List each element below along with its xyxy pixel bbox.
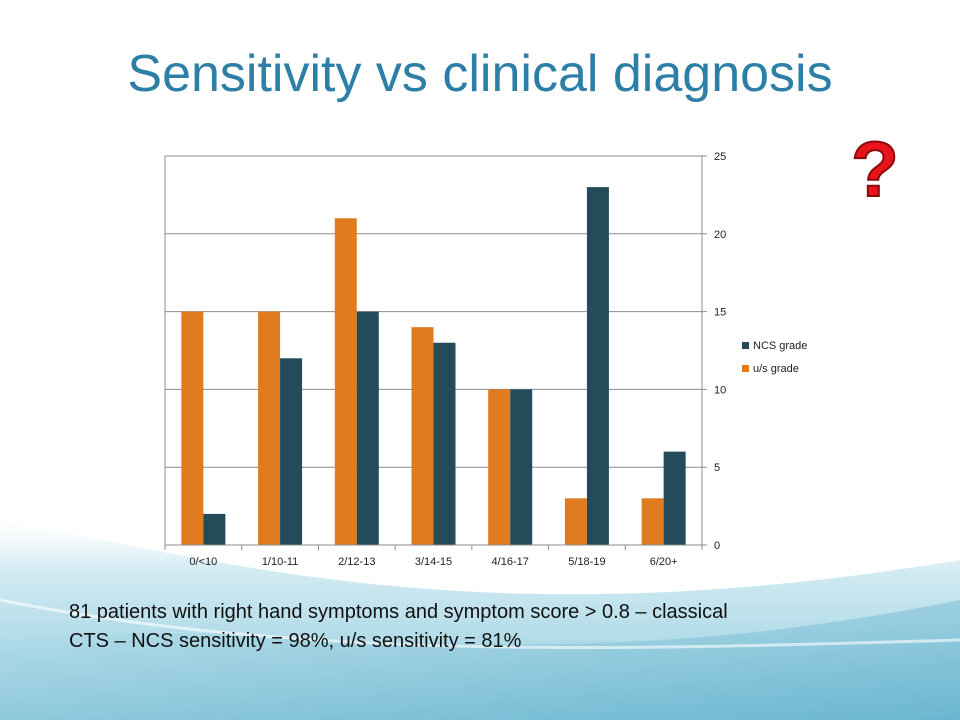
legend-label: u/s grade xyxy=(753,363,799,375)
bar-u-s-grade xyxy=(258,311,281,545)
bar-ncs-grade xyxy=(203,513,226,545)
x-tick-label: 3/14-15 xyxy=(415,556,452,568)
y-tick-label: 20 xyxy=(714,229,726,241)
bar-u-s-grade xyxy=(564,498,587,545)
question-mark-icon: ? xyxy=(850,130,900,210)
x-tick-label: 2/12-13 xyxy=(338,556,375,568)
legend-swatch xyxy=(742,342,749,349)
bar-ncs-grade xyxy=(356,311,379,545)
x-tick-label: 4/16-17 xyxy=(492,556,529,568)
y-tick-label: 5 xyxy=(714,462,720,474)
bar-ncs-grade xyxy=(663,451,686,545)
caption-line-2: CTS – NCS sensitivity = 98%, u/s sensiti… xyxy=(69,630,522,652)
y-tick-label: 15 xyxy=(714,307,726,319)
x-tick-label: 5/18-19 xyxy=(568,556,605,568)
bar-u-s-grade xyxy=(488,389,511,545)
caption: 81 patients with right hand symptoms and… xyxy=(69,598,909,656)
bar-ncs-grade xyxy=(510,389,533,545)
bar-u-s-grade xyxy=(411,327,434,545)
bar-ncs-grade xyxy=(433,342,456,545)
bar-ncs-grade xyxy=(586,187,609,545)
chart-axes xyxy=(164,155,707,550)
chart-tick-labels: 0 5 10 15 20 25 0/<10 1/10-11 2/12-13 3/14-15 4/16… xyxy=(189,151,726,568)
bar-u-s-grade xyxy=(641,498,664,545)
x-tick-label: 6/20+ xyxy=(650,556,678,568)
chart-legend: NCS grade u/s grade xyxy=(742,340,807,375)
bar-u-s-grade xyxy=(181,311,204,545)
y-tick-label: 10 xyxy=(714,384,726,396)
legend-label: NCS grade xyxy=(753,340,807,352)
y-tick-label: 25 xyxy=(714,151,726,163)
question-mark-glyph: ? xyxy=(851,130,899,210)
bar-ncs-grade xyxy=(280,358,303,545)
y-tick-label: 0 xyxy=(714,540,720,552)
chart-bars xyxy=(181,187,686,546)
caption-line-1: 81 patients with right hand symptoms and… xyxy=(69,601,728,623)
x-tick-label: 0/<10 xyxy=(189,556,217,568)
slide-title: Sensitivity vs clinical diagnosis xyxy=(127,45,833,103)
legend-swatch xyxy=(742,365,749,372)
bar-u-s-grade xyxy=(334,218,357,546)
x-tick-label: 1/10-11 xyxy=(262,556,299,568)
